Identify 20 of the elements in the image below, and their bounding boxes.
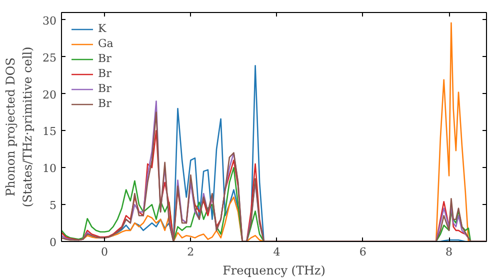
y-axis-title: Phonon projected DOS (States/THz·primitive cell): [4, 46, 35, 208]
legend-label: Br: [98, 52, 112, 65]
y-tick-label: 25: [42, 51, 57, 64]
x-tick-label: 4: [273, 246, 280, 258]
y-tick-label: 5: [50, 199, 56, 212]
x-axis-title: Frequency (THz): [222, 264, 326, 278]
legend-label: Br: [98, 82, 112, 95]
legend-label: K: [98, 22, 108, 35]
y-tick-label: 10: [42, 162, 57, 176]
y-tick-label: 20: [42, 88, 57, 102]
legend-label: Br: [98, 97, 112, 110]
y-tick-label: 0: [50, 236, 56, 249]
y-tick-label: 30: [42, 14, 57, 28]
x-tick-label: 6: [359, 246, 366, 258]
legend-label: Br: [98, 67, 112, 80]
x-tick-label: 8: [446, 246, 453, 258]
legend-label: Ga: [98, 37, 114, 50]
x-tick-label: 0: [101, 246, 108, 258]
y-tick-label: 15: [42, 125, 57, 138]
x-tick-label: 2: [187, 246, 194, 258]
